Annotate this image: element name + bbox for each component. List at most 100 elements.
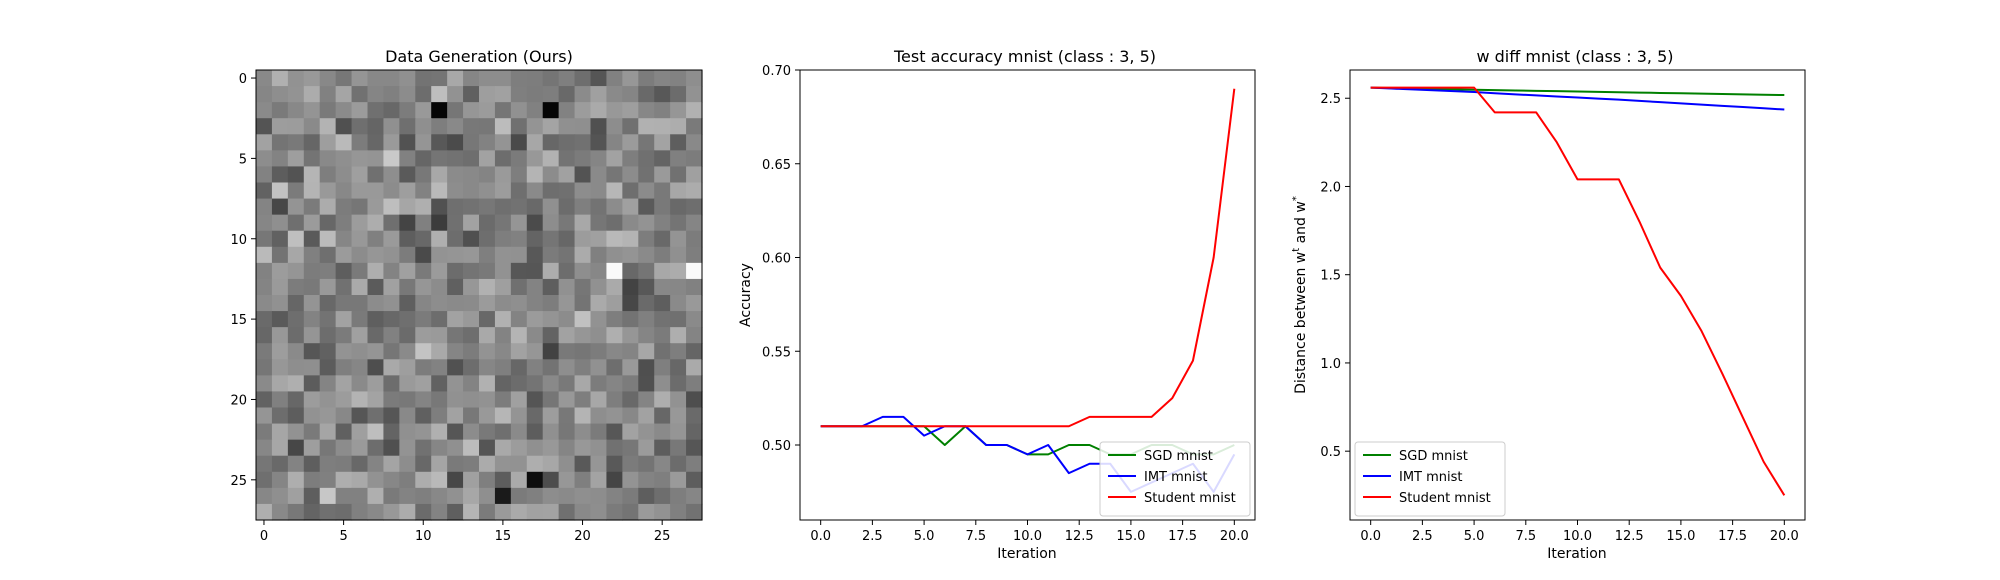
heatmap-cell xyxy=(479,391,496,409)
heatmap-cell xyxy=(383,198,400,216)
wdiff-x-tick-label: 10.0 xyxy=(1563,529,1592,544)
heatmap-cell xyxy=(494,166,512,184)
heatmap-cell xyxy=(510,214,528,232)
heatmap-cell xyxy=(383,471,400,489)
heatmap-cell xyxy=(638,439,655,457)
heatmap-cell xyxy=(319,214,337,232)
heatmap-cell xyxy=(256,214,273,232)
heatmap-cell xyxy=(431,230,448,248)
heatmap-y-tick-label: 15 xyxy=(230,313,247,328)
heatmap-cell xyxy=(622,134,639,151)
heatmap-cell xyxy=(670,423,687,441)
heatmap-cell xyxy=(479,487,496,505)
heatmap-cell xyxy=(351,86,369,103)
wdiff-panel: w diff mnist (class : 3, 5) 0.0 2.5 5.0 7.5… xyxy=(1291,47,1806,562)
heatmap-cell xyxy=(351,407,369,425)
heatmap-cell xyxy=(494,198,512,216)
heatmap-cell xyxy=(686,327,703,344)
heatmap-cell xyxy=(303,375,321,393)
heatmap-cell xyxy=(479,182,496,200)
heatmap-cell xyxy=(431,455,448,473)
heatmap-cell xyxy=(526,391,544,409)
heatmap-cell xyxy=(654,455,671,473)
heatmap-cell xyxy=(383,70,400,87)
heatmap-cell xyxy=(670,134,687,151)
heatmap-cell xyxy=(256,102,273,119)
heatmap-cell xyxy=(256,134,273,151)
heatmap-cell xyxy=(542,134,560,151)
heatmap-cell xyxy=(526,407,544,425)
heatmap-cell xyxy=(303,86,321,103)
heatmap-cell xyxy=(383,359,400,376)
heatmap-cell xyxy=(670,182,687,200)
heatmap-cell xyxy=(526,503,544,521)
heatmap-cell xyxy=(415,327,432,344)
heatmap-cell xyxy=(670,359,687,376)
heatmap-cell xyxy=(638,102,655,119)
accuracy-y-tick-label: 0.70 xyxy=(762,64,791,79)
heatmap-title: Data Generation (Ours) xyxy=(385,47,573,66)
heatmap-cell xyxy=(287,487,305,505)
heatmap-cell xyxy=(479,278,496,296)
heatmap-cell xyxy=(606,343,623,360)
heatmap-cell xyxy=(574,471,592,489)
heatmap-cell xyxy=(399,182,416,200)
heatmap-cell xyxy=(319,295,337,312)
heatmap-cell xyxy=(431,391,448,409)
heatmap-cell xyxy=(447,423,464,441)
heatmap-cell xyxy=(638,86,655,103)
heatmap-cell xyxy=(367,102,385,119)
heatmap-cell xyxy=(494,423,512,441)
heatmap-cell xyxy=(558,198,576,216)
heatmap-cell xyxy=(287,327,305,344)
heatmap-cell xyxy=(256,166,273,184)
heatmap-cell xyxy=(542,278,560,296)
heatmap-cell xyxy=(526,278,544,296)
heatmap-cell xyxy=(558,343,576,360)
wdiff-title: w diff mnist (class : 3, 5) xyxy=(1476,47,1673,66)
heatmap-cell xyxy=(574,70,592,87)
heatmap-cell xyxy=(399,166,416,184)
heatmap-cell xyxy=(256,471,273,489)
heatmap-cell xyxy=(383,262,400,280)
heatmap-cell xyxy=(558,182,576,200)
heatmap-cell xyxy=(574,166,592,184)
wdiff-y-tick-label: 1.0 xyxy=(1320,357,1341,372)
heatmap-cell xyxy=(447,278,464,296)
heatmap-cell xyxy=(686,230,703,248)
heatmap-x-tick-label: 15 xyxy=(495,529,512,544)
heatmap-cell xyxy=(526,327,544,344)
heatmap-cell xyxy=(415,262,432,280)
heatmap-cell xyxy=(526,487,544,505)
heatmap-cell xyxy=(654,487,671,505)
heatmap-cell xyxy=(574,86,592,103)
heatmap-cell xyxy=(622,503,639,521)
wdiff-legend-imt-label: IMT mnist xyxy=(1399,470,1463,485)
heatmap-cell xyxy=(271,70,289,87)
wdiff-y-ticks: 0.5 1.0 1.5 2.0 2.5 xyxy=(1320,92,1350,460)
accuracy-x-tick-label: 15.0 xyxy=(1116,529,1145,544)
heatmap-cell xyxy=(319,439,337,457)
accuracy-x-tick-label: 17.5 xyxy=(1168,529,1197,544)
heatmap-cell xyxy=(271,182,289,200)
heatmap-cell xyxy=(463,359,480,376)
heatmap-cell xyxy=(510,198,528,216)
heatmap-cell xyxy=(526,439,544,457)
heatmap-cell xyxy=(670,102,687,119)
heatmap-cell xyxy=(590,359,608,376)
heatmap-cell xyxy=(510,327,528,344)
heatmap-cell xyxy=(686,503,703,521)
heatmap-cell xyxy=(526,198,544,216)
heatmap-cell xyxy=(431,343,448,360)
heatmap-cell xyxy=(574,423,592,441)
heatmap-cell xyxy=(271,295,289,312)
heatmap-cell xyxy=(542,423,560,441)
heatmap-cell xyxy=(654,311,671,328)
heatmap-cell xyxy=(622,246,639,264)
heatmap-cell xyxy=(494,102,512,119)
heatmap-cell xyxy=(303,134,321,151)
heatmap-cell xyxy=(686,262,703,280)
heatmap-cell xyxy=(606,471,623,489)
heatmap-cell xyxy=(494,343,512,360)
heatmap-cell xyxy=(271,327,289,344)
